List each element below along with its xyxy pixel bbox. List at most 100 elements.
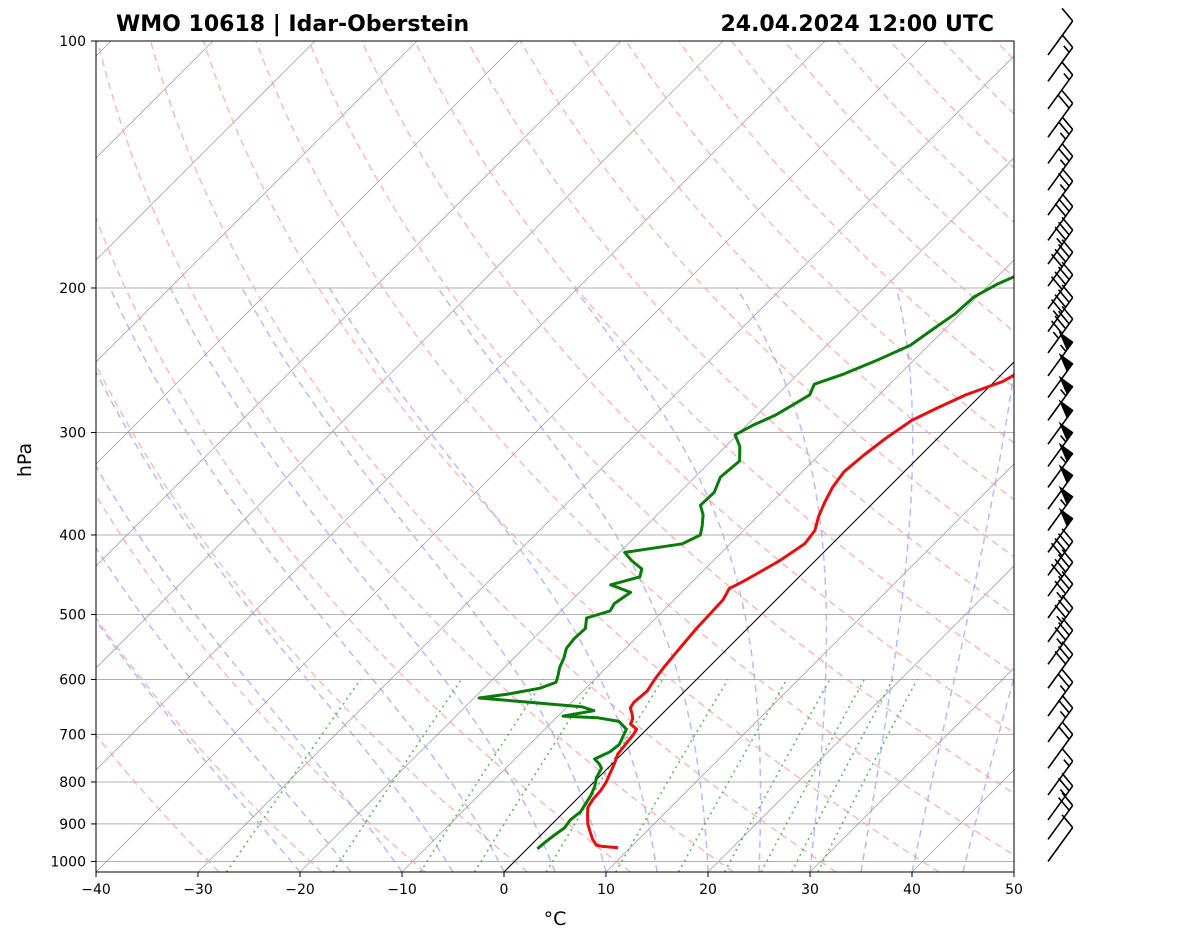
isotherm-line: [96, 41, 928, 872]
wind-barb: [1047, 167, 1074, 216]
wind-barb: [1047, 61, 1074, 110]
dry-adiabat-line: [678, 41, 1014, 389]
dewpoint-series-line: [477, 275, 1014, 850]
dry-adiabat-line: [96, 363, 529, 872]
moist-adiabat-line: [241, 287, 607, 872]
x-tick-label: 10: [597, 882, 615, 898]
y-tick-label: 700: [59, 727, 86, 743]
dry-adiabat-line: [96, 494, 426, 872]
dry-adiabat-line: [308, 41, 1014, 795]
y-axis-ticks: 1000 900 800 700 600 500 400 300 200 100: [50, 34, 96, 870]
y-axis-label: hPa: [14, 443, 36, 477]
wind-barb: [1047, 549, 1074, 597]
chart-title-right: 24.04.2024 12:00 UTC: [720, 12, 994, 37]
wind-barb: [1047, 193, 1074, 241]
x-tick-label: −10: [387, 882, 417, 898]
wind-barb: [1047, 331, 1074, 377]
wind-barb: [1047, 594, 1074, 643]
dry-adiabat-line: [96, 216, 631, 872]
x-tick-label: 40: [903, 882, 921, 898]
y-tick-label: 100: [59, 34, 86, 50]
isotherm-line: [96, 41, 622, 567]
y-tick-label: 600: [59, 672, 86, 688]
mixing-ratio-line: [677, 679, 788, 872]
mixing-ratio-line: [332, 678, 463, 872]
moist-adiabat-line: [328, 287, 658, 872]
dry-adiabat-line: [149, 41, 837, 872]
dry-adiabat-line: [202, 41, 940, 872]
mixing-ratio-line: [419, 678, 545, 872]
isotherm-line: [96, 41, 724, 669]
isotherm-line: [605, 463, 1014, 872]
wind-barb: [1047, 352, 1074, 399]
dry-adiabat-line: [625, 41, 1014, 444]
x-tick-label: −20: [285, 882, 315, 898]
mixing-ratio-line: [545, 678, 664, 872]
mixing-ratio-line: [225, 678, 362, 872]
wind-barb: [1047, 7, 1074, 56]
pressure-gridlines: [96, 41, 1014, 862]
wind-barb: [1047, 721, 1074, 769]
sounding-profiles: [477, 275, 1014, 850]
moist-adiabat-line: [860, 287, 914, 872]
y-tick-label: 900: [59, 817, 86, 833]
dry-adiabat-line: [361, 41, 1014, 734]
wind-barb: [1047, 772, 1074, 821]
isotherm-line: [401, 259, 1014, 872]
chart-title-left: WMO 10618 | Idar-Oberstein: [116, 12, 469, 37]
wind-barb: [1047, 34, 1074, 82]
temperature-series-line: [586, 373, 1014, 850]
y-tick-label: 200: [59, 281, 86, 297]
wind-barbs: [1047, 7, 1074, 862]
moist-adiabat-line: [437, 287, 709, 872]
mixing-ratio-line: [473, 678, 596, 872]
isotherm-line: [809, 667, 1014, 872]
y-tick-label: 500: [59, 607, 86, 623]
dry-adiabat-line: [255, 41, 1014, 856]
wind-barb: [1047, 375, 1074, 421]
y-tick-label: 300: [59, 425, 86, 441]
isotherm-line: [96, 41, 520, 465]
moist-adiabat-line: [169, 287, 556, 872]
x-tick-label: 0: [500, 882, 509, 898]
isotherm-line: [299, 157, 1014, 872]
isotherm-line: [96, 41, 418, 363]
plot-frame: [95, 40, 1015, 873]
moist-adiabat-line: [96, 464, 403, 872]
isotherm-line: [707, 565, 1014, 872]
moist-adiabat-line: [96, 370, 454, 872]
moist-adiabat-line: [96, 546, 352, 872]
moist-adiabats: [96, 287, 1014, 872]
wind-barb: [1047, 507, 1074, 553]
wind-barb: [1047, 90, 1074, 138]
wind-barb: [1047, 464, 1074, 510]
moist-adiabat-line: [109, 287, 505, 872]
mixing-ratio-lines: [225, 678, 918, 872]
zero-isotherm: [503, 361, 1014, 872]
dry-adiabat-line: [519, 41, 1014, 558]
dry-adiabat-line: [96, 41, 734, 872]
wind-barb: [1047, 143, 1074, 191]
x-tick-label: 20: [699, 882, 717, 898]
wind-barb: [1047, 792, 1074, 840]
moist-adiabat-line: [962, 675, 1014, 872]
wind-barb: [1047, 747, 1074, 796]
dry-adiabat-line: [96, 616, 323, 872]
isotherm-line: [96, 41, 826, 771]
wind-barb: [1047, 399, 1074, 445]
moist-adiabat-line: [736, 287, 828, 872]
isotherm-line: [197, 55, 1014, 872]
wind-barb: [1047, 442, 1074, 488]
dry-adiabats: [96, 41, 1014, 872]
x-axis-ticks: −40 −30 −20 −10 0 10 20 30 40 50: [81, 872, 1023, 898]
moist-adiabat-line: [911, 367, 1014, 872]
x-tick-label: −30: [183, 882, 213, 898]
mixing-ratio-line: [615, 678, 729, 872]
isotherm-line: [96, 41, 316, 261]
background-lines: [96, 41, 1014, 872]
wind-barb: [1047, 485, 1074, 531]
y-tick-label: 400: [59, 528, 86, 544]
x-tick-label: 30: [801, 882, 819, 898]
